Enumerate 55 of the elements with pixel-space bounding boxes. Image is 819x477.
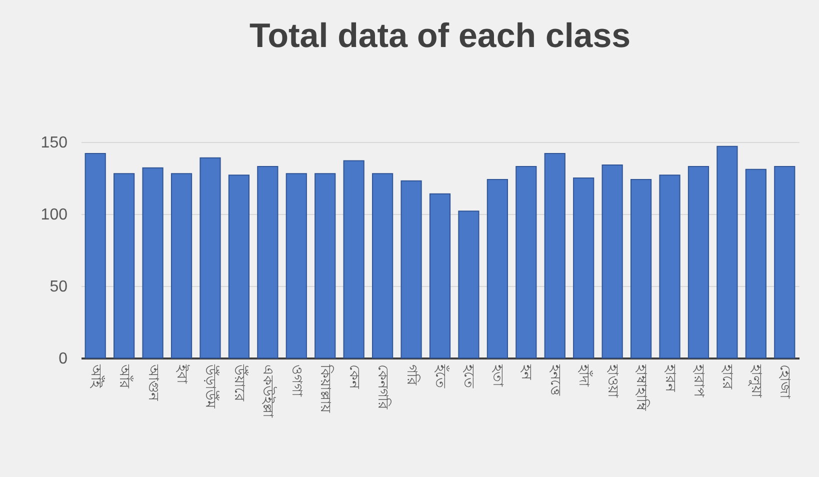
x-tick-label: হাওয়া	[604, 364, 620, 398]
x-tick-label: হতা	[489, 364, 506, 388]
x-tick-label: হঁতে	[432, 364, 449, 388]
y-tick-label: 0	[58, 350, 68, 368]
x-tick-label: ইবা	[174, 364, 191, 384]
y-tick-label: 150	[40, 134, 68, 152]
chart-title: Total data of each class	[249, 17, 631, 55]
x-tick-label: উঁয়ারে	[230, 364, 248, 402]
bar	[745, 168, 766, 358]
bar	[602, 164, 623, 358]
bar	[544, 153, 566, 358]
bar	[400, 180, 422, 358]
x-tick-label: আঁর	[116, 364, 134, 388]
bar	[286, 173, 307, 358]
bar	[458, 210, 480, 358]
x-tick-label: আঁই	[87, 364, 104, 388]
x-tick-label: কিয়াল্লায়	[317, 364, 334, 414]
bar	[429, 193, 451, 358]
bar	[516, 166, 537, 358]
bar	[372, 173, 394, 358]
bar	[343, 160, 364, 358]
bar	[486, 178, 508, 358]
x-tick-label: হাঁদা	[576, 364, 593, 388]
bar	[228, 174, 250, 358]
bar	[114, 173, 135, 358]
x-tick-label: হারন	[662, 364, 678, 392]
bar	[200, 157, 221, 358]
x-tick-label: হনত্তে	[546, 364, 563, 396]
x-tick-label: হারাপ	[690, 364, 706, 398]
bar	[688, 166, 710, 358]
bar	[257, 166, 278, 358]
x-tick-label: আগুন	[144, 364, 161, 402]
bar	[142, 167, 164, 358]
bar	[314, 173, 336, 358]
x-tick-label: হারে	[719, 364, 736, 390]
x-tick-label: ওগগা	[288, 364, 304, 398]
x-tick-label: কেন	[346, 364, 362, 390]
x-tick-label: হালুয়া	[748, 364, 764, 398]
bar	[170, 173, 192, 358]
y-tick-label: 100	[40, 206, 68, 224]
x-tick-label: হাম্বাহাম্বি	[633, 364, 650, 412]
bar	[84, 153, 106, 358]
bar	[573, 178, 594, 358]
bar	[630, 178, 652, 358]
x-tick-label: কেনগরি	[374, 364, 392, 410]
x-tick-label: হন	[518, 364, 534, 380]
x-tick-label: গরি	[403, 364, 420, 386]
x-tick-label: উঁড়াউঁম	[202, 364, 220, 408]
y-tick-label: 50	[50, 278, 68, 296]
x-tick-label: একউইল্লা	[260, 364, 277, 418]
bar	[716, 146, 738, 358]
x-tick-label: হতে	[460, 364, 477, 388]
x-tick-label: হোজা	[776, 364, 793, 400]
bar	[659, 174, 680, 358]
bar	[774, 166, 796, 358]
